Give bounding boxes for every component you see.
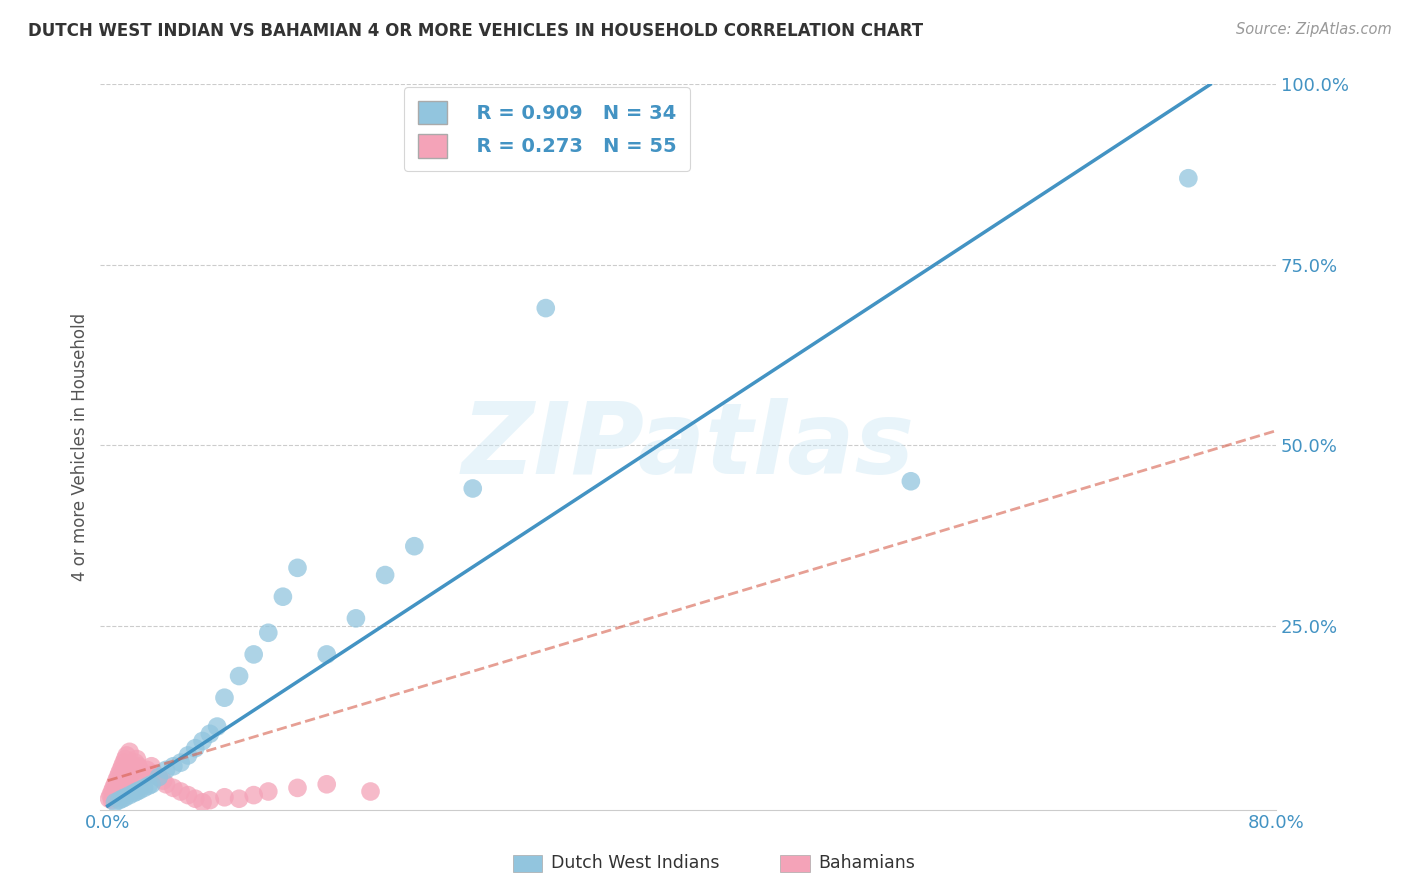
Point [111, 780, 134, 795]
Point [104, 777, 127, 791]
Point [128, 783, 150, 797]
Point [242, 648, 264, 662]
Point [134, 780, 156, 795]
Point [112, 777, 135, 791]
Point [360, 784, 382, 798]
Point [125, 752, 148, 766]
Point [177, 748, 200, 763]
Point [152, 773, 174, 788]
Point [184, 741, 207, 756]
Point [228, 791, 250, 805]
Point [461, 482, 484, 496]
Point [110, 763, 132, 777]
Point [121, 763, 143, 777]
Point [136, 763, 159, 777]
Point [124, 756, 146, 770]
Point [107, 784, 129, 798]
Point [122, 786, 145, 800]
Point [103, 780, 125, 795]
Y-axis label: 4 or more Vehicles in Household: 4 or more Vehicles in Household [72, 313, 89, 581]
Point [107, 770, 129, 784]
Point [118, 788, 141, 802]
Point [138, 779, 160, 793]
Point [114, 752, 136, 766]
Point [315, 648, 337, 662]
Point [214, 790, 236, 805]
Point [257, 625, 280, 640]
Point [184, 791, 207, 805]
Point [98, 791, 121, 805]
Text: Source: ZipAtlas.com: Source: ZipAtlas.com [1236, 22, 1392, 37]
Point [214, 690, 236, 705]
Point [228, 669, 250, 683]
Point [374, 568, 396, 582]
Point [155, 777, 177, 791]
Point [170, 756, 193, 770]
Point [198, 793, 221, 807]
Point [242, 788, 264, 802]
Point [103, 790, 125, 805]
Point [117, 773, 139, 788]
Point [108, 780, 131, 795]
Point [104, 795, 127, 809]
Point [108, 793, 131, 807]
Point [1177, 171, 1199, 186]
Point [114, 790, 136, 805]
Point [115, 748, 138, 763]
Point [534, 301, 557, 315]
Point [118, 745, 141, 759]
Point [127, 759, 149, 773]
Point [148, 770, 170, 784]
Point [134, 770, 156, 784]
Text: Dutch West Indians: Dutch West Indians [551, 855, 720, 872]
Point [100, 788, 122, 802]
Point [155, 763, 177, 777]
Point [129, 766, 152, 780]
Point [344, 611, 367, 625]
Point [141, 777, 163, 791]
Point [287, 561, 309, 575]
Point [287, 780, 309, 795]
Point [104, 788, 127, 802]
Legend:   R = 0.909   N = 34,   R = 0.273   N = 55: R = 0.909 N = 34, R = 0.273 N = 55 [405, 87, 690, 171]
Point [118, 770, 141, 784]
Text: ZIPatlas: ZIPatlas [461, 399, 915, 495]
Point [128, 763, 150, 777]
Point [170, 784, 193, 798]
Point [162, 759, 184, 773]
Point [101, 784, 124, 798]
Point [198, 727, 221, 741]
Point [191, 795, 214, 809]
Point [125, 784, 148, 798]
Text: Bahamians: Bahamians [818, 855, 915, 872]
Point [143, 766, 166, 780]
Point [122, 759, 145, 773]
Point [257, 784, 280, 798]
Point [112, 756, 135, 770]
Point [101, 793, 124, 807]
Point [271, 590, 294, 604]
Point [900, 475, 922, 489]
Point [120, 766, 142, 780]
Point [114, 773, 136, 788]
Point [315, 777, 337, 791]
Point [205, 720, 228, 734]
Point [148, 770, 170, 784]
Point [111, 791, 134, 805]
Point [177, 788, 200, 802]
Point [404, 539, 426, 553]
Point [108, 766, 131, 780]
Point [191, 734, 214, 748]
Point [141, 759, 163, 773]
Text: DUTCH WEST INDIAN VS BAHAMIAN 4 OR MORE VEHICLES IN HOUSEHOLD CORRELATION CHART: DUTCH WEST INDIAN VS BAHAMIAN 4 OR MORE … [28, 22, 924, 40]
Point [105, 773, 128, 788]
Point [111, 759, 134, 773]
Point [162, 780, 184, 795]
Point [115, 770, 138, 784]
Point [105, 786, 128, 800]
Point [110, 777, 132, 791]
